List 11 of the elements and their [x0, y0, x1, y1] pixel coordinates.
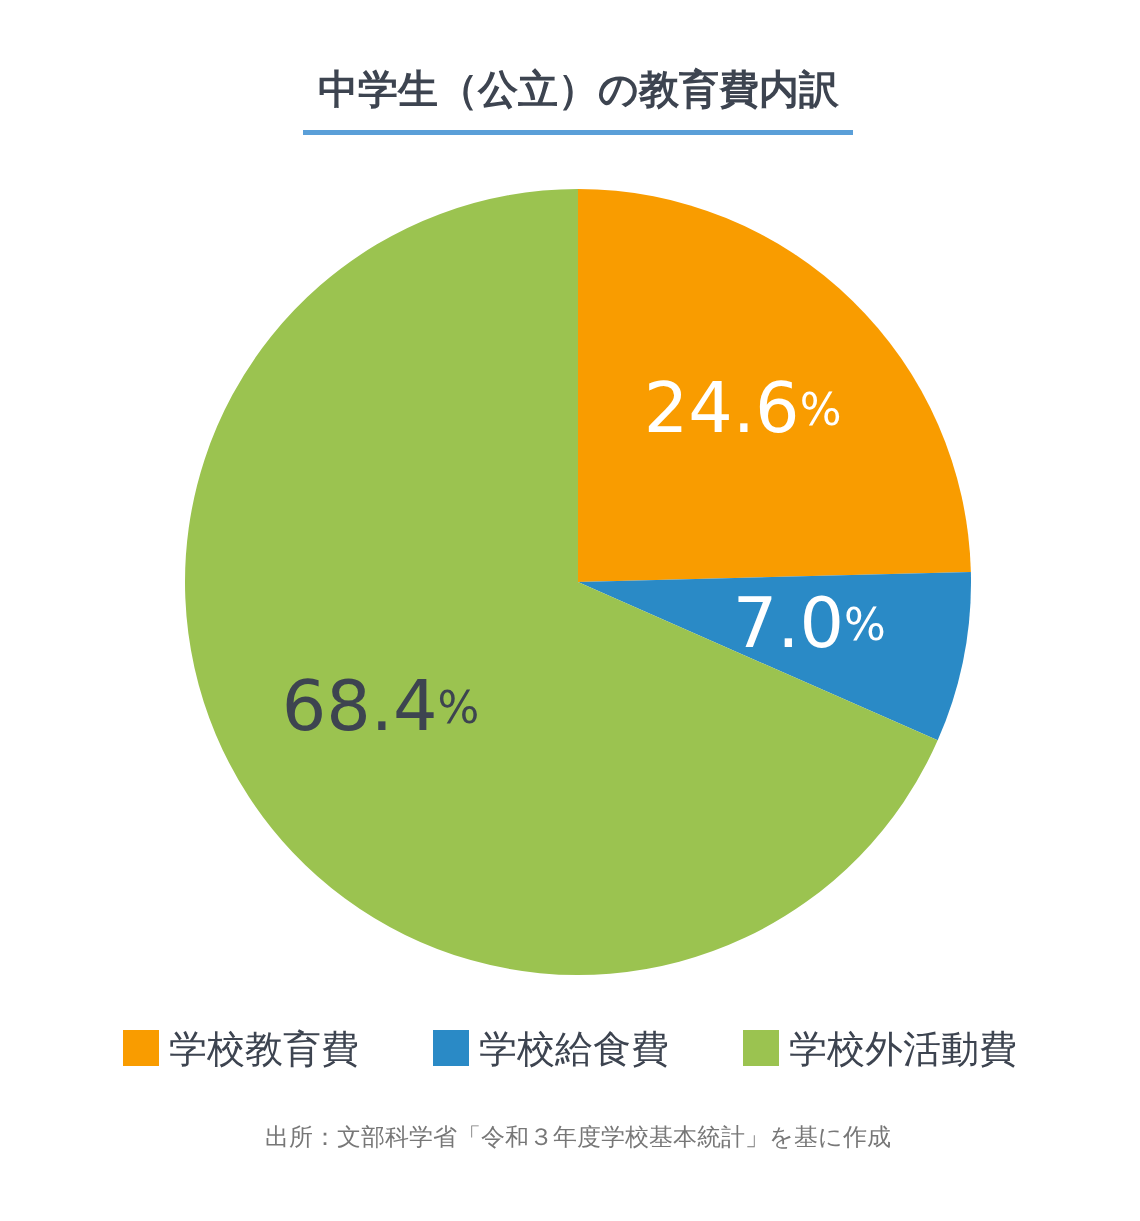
- text: 出所：文部科学省「令和３年度学校基本統計」を基に作成: [265, 1123, 891, 1151]
- legend-label: 学校給食費: [479, 1027, 669, 1071]
- chart-title: 中学生（公立）の教育費内訳: [317, 66, 840, 112]
- pie-slice: [185, 189, 938, 975]
- data-label: 24.6%: [643, 367, 842, 450]
- data-label: 68.4%: [281, 664, 480, 747]
- data-label: 7.0%: [732, 581, 886, 664]
- legend-label: 学校外活動費: [789, 1027, 1017, 1071]
- pie-slice: [578, 572, 971, 741]
- pie-slice: [578, 189, 971, 582]
- legend-label: 学校教育費: [169, 1027, 359, 1071]
